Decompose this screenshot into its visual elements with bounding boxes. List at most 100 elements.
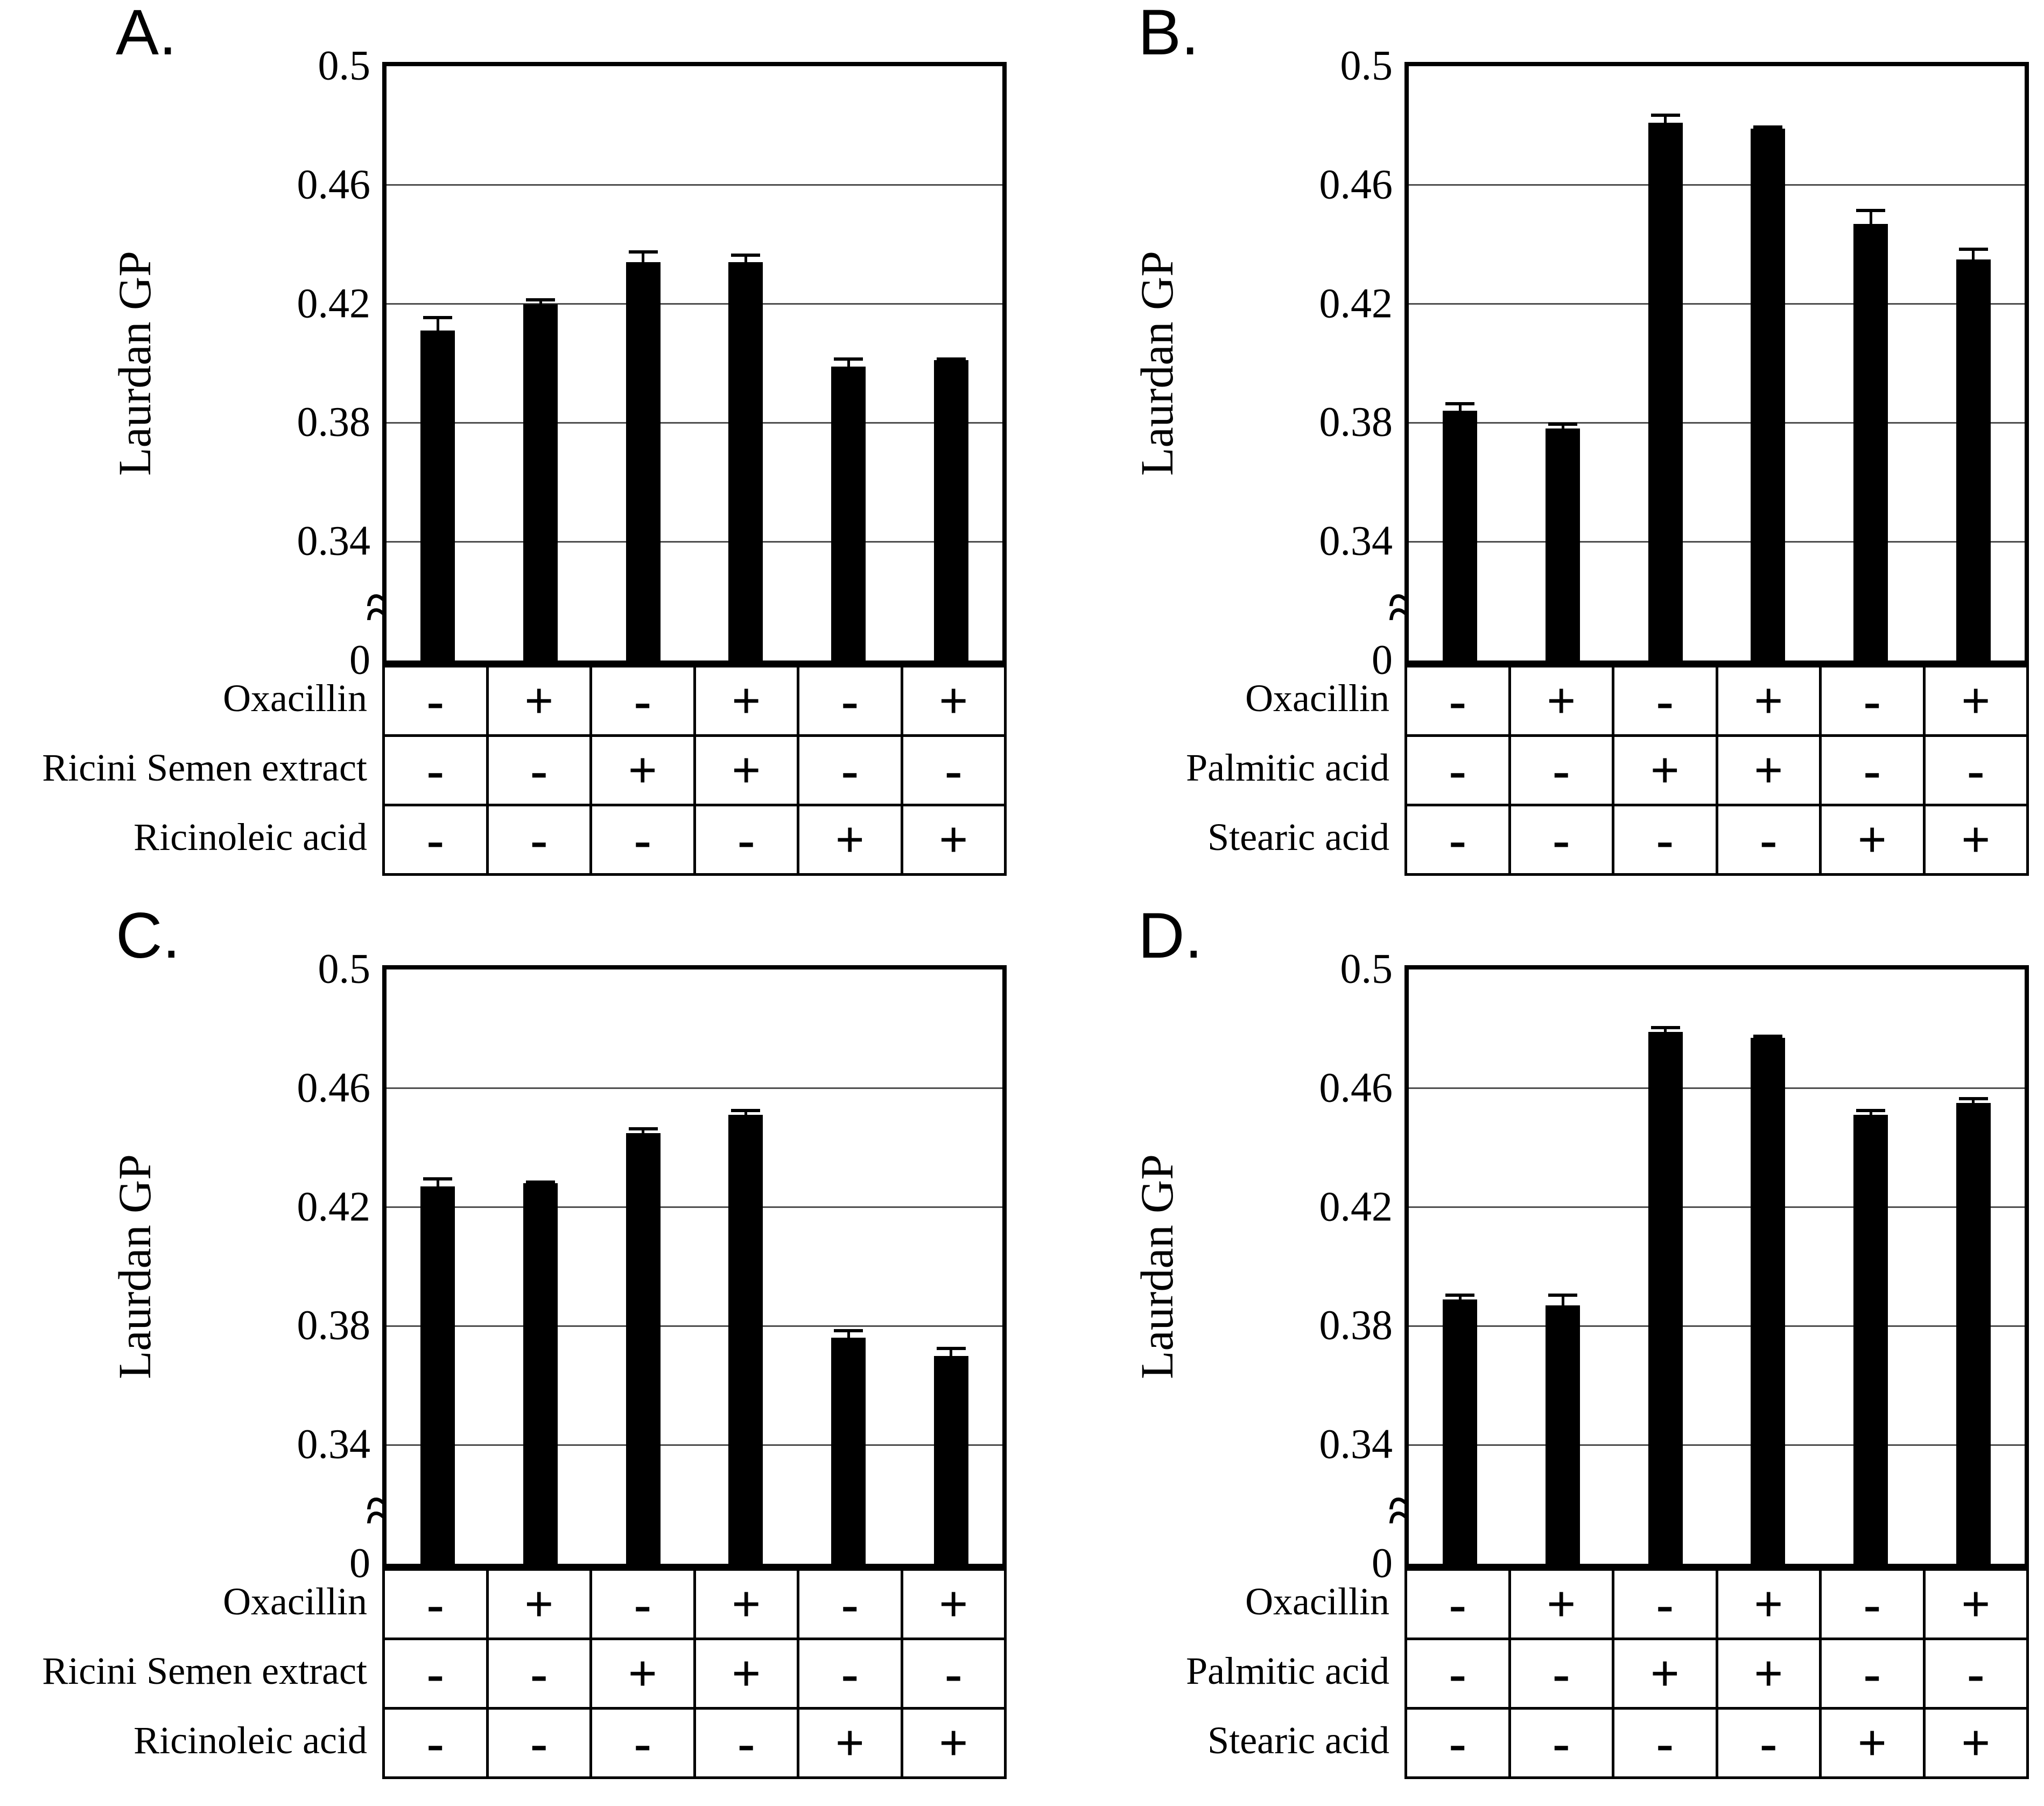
condition-cell: - <box>589 804 696 876</box>
error-bar-whisker <box>436 1177 439 1186</box>
condition-cell: - <box>486 734 592 806</box>
bar <box>523 1183 558 1564</box>
condition-cell: - <box>1404 1568 1511 1640</box>
condition-cell: - <box>1404 1707 1511 1779</box>
condition-cell: - <box>1819 734 1926 806</box>
error-bar-cap <box>1856 208 1885 212</box>
condition-cell: - <box>797 665 903 737</box>
bar <box>1443 411 1478 660</box>
error-bar-cap <box>1650 1025 1680 1029</box>
bar <box>1546 1305 1580 1564</box>
y-axis-title: Laurdan GP <box>1131 1154 1183 1379</box>
condition-cell: - <box>589 1568 696 1640</box>
condition-cell: - <box>1404 665 1511 737</box>
condition-table: - + - + - + - - + + - - - - - - + + <box>382 1568 1007 1779</box>
gridline <box>1409 1087 2025 1090</box>
condition-cell: - <box>1715 1707 1822 1779</box>
error-bar-cap <box>936 357 966 361</box>
gridline <box>1409 1206 2025 1208</box>
condition-cell: - <box>900 734 1007 806</box>
bar <box>933 1355 968 1564</box>
bar <box>420 1186 455 1564</box>
condition-row-label: Ricini Semen extract <box>42 746 367 789</box>
y-tick-label: 0 <box>1372 636 1393 683</box>
panel-D: D.Laurdan GP0.50.460.420.380.340≈-+-+-+-… <box>1022 903 2044 1806</box>
bar <box>1648 1031 1683 1564</box>
error-bar-cap <box>1548 1293 1577 1297</box>
error-bar-cap <box>1753 1035 1783 1038</box>
error-bar-cap <box>526 1180 555 1184</box>
y-tick-label: 0.34 <box>297 517 371 564</box>
y-tick-label: 0.46 <box>1319 160 1393 208</box>
gridline <box>1409 184 2025 186</box>
gridline <box>387 1087 1002 1090</box>
error-bar-whisker <box>1972 247 1975 259</box>
condition-cell: + <box>900 804 1007 876</box>
bar <box>831 366 866 660</box>
condition-row: - - + + - - <box>1404 734 2029 806</box>
bar <box>1751 1037 1786 1564</box>
bar <box>1546 428 1580 660</box>
plot-canvas <box>387 66 1002 660</box>
panel-label: C. <box>116 900 180 972</box>
y-tick-label: 0.46 <box>297 160 371 208</box>
condition-cell: + <box>1612 734 1718 806</box>
condition-cell: - <box>382 665 489 737</box>
gridline <box>1409 1444 2025 1446</box>
condition-cell: - <box>1612 1707 1718 1779</box>
panel-label: B. <box>1138 0 1199 68</box>
condition-cell: - <box>382 1638 489 1710</box>
gridline <box>387 1206 1002 1208</box>
condition-row-label: Oxacillin <box>223 1580 367 1623</box>
bar <box>831 1338 866 1564</box>
error-bar-whisker <box>744 253 747 263</box>
condition-cell: - <box>486 1707 592 1779</box>
condition-cell: + <box>693 1638 799 1710</box>
condition-cell: - <box>1819 1638 1926 1710</box>
y-tick-label: 0 <box>349 636 370 683</box>
y-tick-label: 0.34 <box>1319 1420 1393 1467</box>
condition-cell: + <box>900 1568 1007 1640</box>
gridline <box>387 421 1002 424</box>
error-bar-whisker <box>950 1347 953 1356</box>
condition-cell: - <box>797 1638 903 1710</box>
condition-table: - + - + - + - - + + - - - - - - + + <box>1404 1568 2029 1779</box>
y-tick-label: 0.5 <box>1340 945 1393 992</box>
condition-cell: + <box>1508 1568 1614 1640</box>
condition-row-label: Oxacillin <box>1245 677 1389 720</box>
panel-C: C.Laurdan GP0.50.460.420.380.340≈-+-+-+-… <box>0 903 1022 1806</box>
y-axis-title: Laurdan GP <box>1131 251 1183 476</box>
bar <box>1443 1299 1478 1564</box>
condition-cell: + <box>589 734 696 806</box>
gridline <box>1409 421 2025 424</box>
condition-cell: - <box>382 1568 489 1640</box>
error-bar-cap <box>1958 247 1988 251</box>
y-axis-title: Laurdan GP <box>109 251 160 476</box>
panel-label: D. <box>1138 900 1203 972</box>
y-tick-label: 0.42 <box>297 279 371 327</box>
y-tick-label: 0.42 <box>1319 279 1393 327</box>
error-bar-cap <box>1445 1293 1475 1297</box>
condition-cell: + <box>693 1568 799 1640</box>
condition-cell: + <box>1715 734 1822 806</box>
y-tick-label: 0.42 <box>1319 1183 1393 1230</box>
gridline <box>387 1444 1002 1446</box>
condition-cell: - <box>589 665 696 737</box>
error-bar-cap <box>1650 114 1680 117</box>
condition-row: - + - + - + <box>1404 1568 2029 1640</box>
y-tick-label: 0.38 <box>297 398 371 445</box>
condition-row: - + - + - + <box>382 665 1007 737</box>
condition-cell: + <box>1612 1638 1718 1710</box>
condition-cell: + <box>589 1638 696 1710</box>
condition-cell: - <box>693 804 799 876</box>
error-bar-cap <box>1856 1109 1885 1113</box>
y-tick-label: 0.38 <box>1319 398 1393 445</box>
condition-cell: + <box>1922 1707 2029 1779</box>
condition-cell: - <box>1508 804 1614 876</box>
y-tick-label: 0.46 <box>297 1064 371 1111</box>
condition-cell: + <box>486 665 592 737</box>
error-bar-cap <box>628 250 658 254</box>
condition-cell: - <box>486 804 592 876</box>
y-tick-label: 0.38 <box>1319 1301 1393 1348</box>
error-bar-cap <box>1958 1097 1988 1101</box>
